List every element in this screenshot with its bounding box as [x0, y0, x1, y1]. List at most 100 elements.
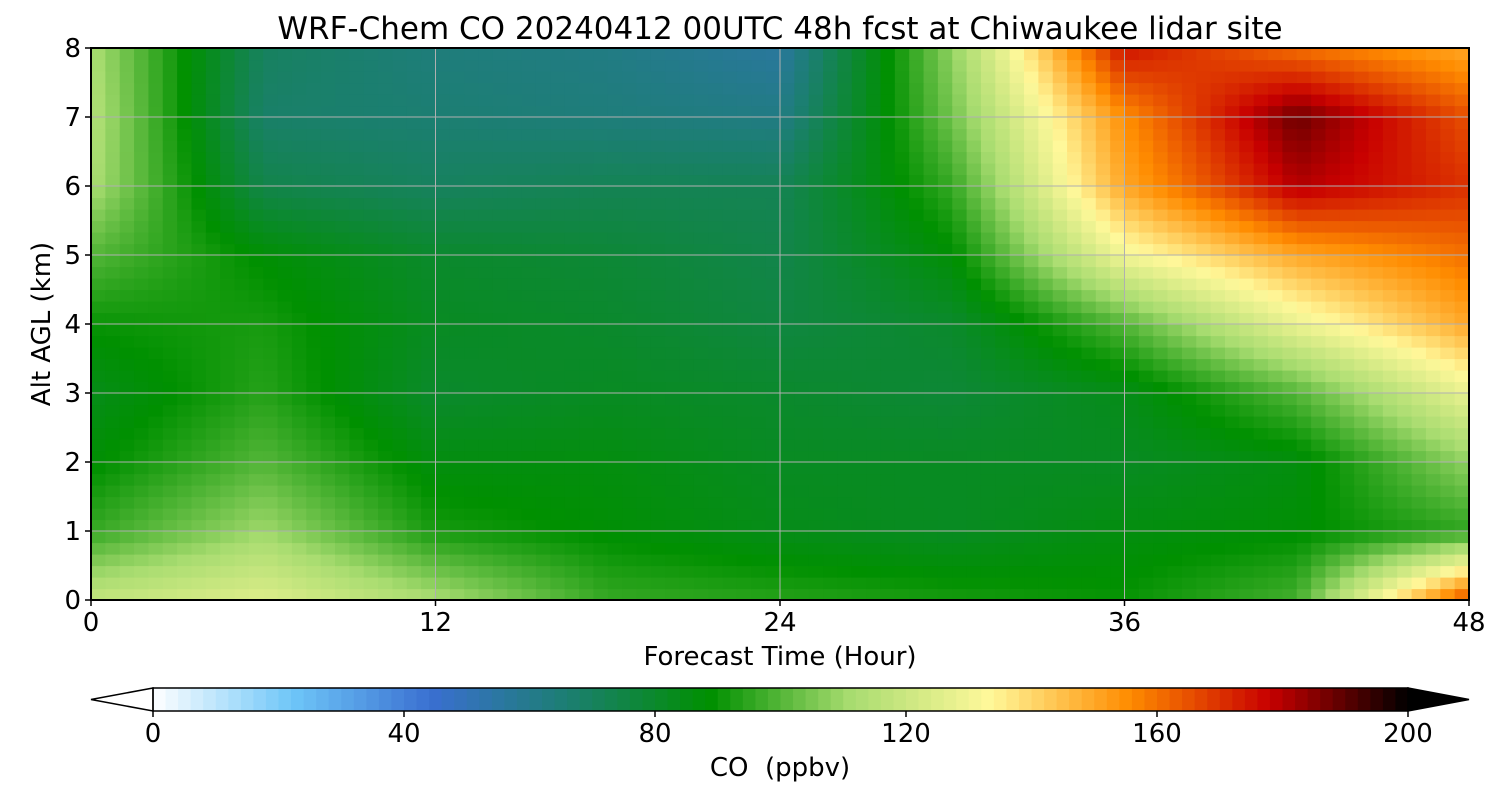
heatmap-cell	[1325, 117, 1341, 130]
heatmap-cell	[1296, 554, 1312, 567]
heatmap-cell	[1282, 312, 1298, 325]
heatmap-cell	[1052, 48, 1068, 61]
colorbar-segment	[504, 688, 518, 711]
heatmap-cell	[478, 59, 494, 72]
heatmap-cell	[1282, 496, 1298, 509]
heatmap-cell	[1224, 496, 1240, 509]
heatmap-cell	[449, 186, 465, 199]
heatmap-cell	[1411, 439, 1427, 452]
heatmap-cell	[1354, 531, 1370, 544]
heatmap-cell	[650, 128, 666, 141]
heatmap-cell	[722, 565, 738, 578]
heatmap-cell	[722, 554, 738, 567]
heatmap-cell	[507, 59, 523, 72]
heatmap-cell	[593, 82, 609, 95]
heatmap-cell	[1009, 404, 1025, 417]
heatmap-cell	[105, 186, 121, 199]
heatmap-cell	[980, 370, 996, 383]
heatmap-cell	[808, 209, 824, 222]
heatmap-cell	[421, 82, 437, 95]
heatmap-cell	[808, 462, 824, 475]
heatmap-cell	[923, 94, 939, 107]
heatmap-cell	[952, 278, 968, 291]
heatmap-cell	[593, 393, 609, 406]
heatmap-cell	[550, 255, 566, 268]
heatmap-cell	[449, 278, 465, 291]
heatmap-cell	[980, 117, 996, 130]
heatmap-cell	[507, 197, 523, 210]
heatmap-cell	[435, 94, 451, 107]
heatmap-cell	[1153, 128, 1169, 141]
heatmap-cell	[622, 301, 638, 314]
heatmap-cell	[636, 105, 652, 118]
heatmap-cell	[995, 542, 1011, 555]
heatmap-cell	[478, 358, 494, 371]
heatmap-cell	[1124, 519, 1140, 532]
heatmap-cell	[1268, 393, 1283, 406]
heatmap-cell	[119, 140, 135, 153]
heatmap-cell	[1052, 220, 1068, 233]
heatmap-cell	[636, 94, 652, 107]
heatmap-cell	[622, 163, 638, 176]
heatmap-cell	[966, 82, 982, 95]
heatmap-cell	[507, 105, 523, 118]
heatmap-cell	[665, 554, 681, 567]
heatmap-cell	[665, 324, 681, 337]
heatmap-cell	[263, 232, 279, 245]
heatmap-cell	[105, 289, 121, 302]
heatmap-cell	[220, 324, 236, 337]
heatmap-cell	[492, 508, 508, 521]
heatmap-cell	[1311, 105, 1327, 118]
heatmap-cell	[894, 209, 910, 222]
heatmap-cell	[1009, 82, 1025, 95]
heatmap-cell	[1325, 439, 1341, 452]
heatmap-cell	[1440, 301, 1456, 314]
heatmap-cell	[665, 220, 681, 233]
heatmap-cell	[1024, 289, 1039, 302]
heatmap-cell	[1311, 117, 1327, 130]
heatmap-cell	[1052, 59, 1068, 72]
heatmap-cell	[665, 117, 681, 130]
heatmap-cell	[1081, 197, 1097, 210]
heatmap-cell	[191, 542, 207, 555]
heatmap-cell	[622, 266, 638, 279]
heatmap-cell	[306, 370, 322, 383]
heatmap-cell	[220, 151, 236, 164]
heatmap-cell	[1239, 117, 1255, 130]
heatmap-cell	[335, 358, 350, 371]
heatmap-cell	[1354, 519, 1370, 532]
heatmap-cell	[980, 531, 996, 544]
heatmap-cell	[349, 508, 365, 521]
heatmap-cell	[205, 450, 221, 463]
heatmap-cell	[1354, 186, 1370, 199]
heatmap-cell	[1167, 542, 1183, 555]
heatmap-cell	[1239, 209, 1255, 222]
heatmap-cell	[564, 94, 580, 107]
heatmap-cell	[1425, 473, 1441, 486]
heatmap-cell	[564, 462, 580, 475]
heatmap-cell	[751, 450, 767, 463]
heatmap-cell	[937, 151, 953, 164]
heatmap-cell	[1425, 427, 1441, 440]
heatmap-cell	[909, 140, 925, 153]
heatmap-cell	[435, 163, 451, 176]
heatmap-cell	[1311, 255, 1327, 268]
heatmap-cell	[665, 381, 681, 394]
heatmap-cell	[1354, 48, 1370, 61]
colorbar-segment	[542, 688, 556, 711]
heatmap-cell	[535, 197, 551, 210]
heatmap-cell	[134, 186, 150, 199]
heatmap-cell	[622, 117, 638, 130]
heatmap-cell	[220, 519, 236, 532]
heatmap-cell	[966, 197, 982, 210]
colorbar-segment	[1182, 688, 1196, 711]
heatmap-cell	[220, 128, 236, 141]
heatmap-cell	[349, 266, 365, 279]
heatmap-cell	[1339, 140, 1355, 153]
heatmap-cell	[306, 427, 322, 440]
heatmap-cell	[1397, 71, 1413, 84]
heatmap-cell	[837, 496, 853, 509]
heatmap-cell	[378, 301, 394, 314]
heatmap-cell	[1440, 220, 1456, 233]
